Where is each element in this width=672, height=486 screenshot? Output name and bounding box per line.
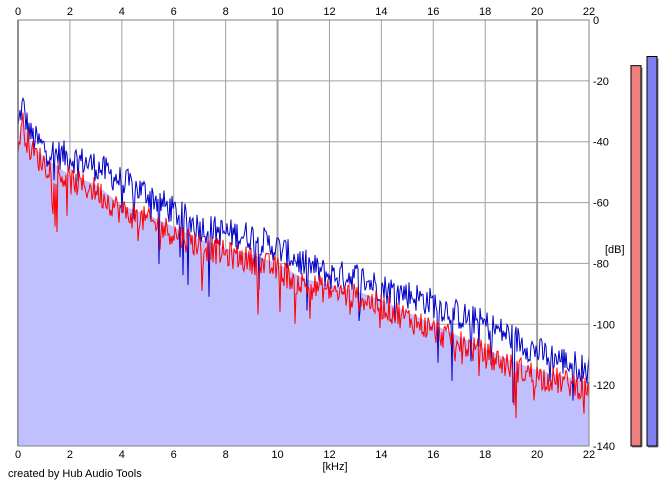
y-tick-label: -120 xyxy=(593,380,615,392)
level-meter-left xyxy=(630,65,642,447)
x-tick-label-bottom: 22 xyxy=(583,449,595,461)
x-tick-label-bottom: 8 xyxy=(223,449,229,461)
spectrum-area xyxy=(18,118,589,447)
x-tick-label: 12 xyxy=(323,6,335,18)
x-tick-label-bottom: 12 xyxy=(323,449,335,461)
x-tick-label: 2 xyxy=(67,6,73,18)
y-tick-label: -20 xyxy=(593,76,609,88)
x-tick-label-bottom: 2 xyxy=(67,449,73,461)
x-tick-label-bottom: 4 xyxy=(119,449,125,461)
x-tick-label: 14 xyxy=(375,6,387,18)
y-tick-label: -80 xyxy=(593,258,609,270)
x-tick-label-bottom: 16 xyxy=(427,449,439,461)
x-tick-label: 20 xyxy=(531,6,543,18)
x-tick-label: 8 xyxy=(223,6,229,18)
x-tick-label-bottom: 6 xyxy=(171,449,177,461)
spectrum-lines xyxy=(17,96,590,419)
x-axis-label: [kHz] xyxy=(322,461,347,473)
level-meters xyxy=(630,56,659,448)
x-tick-label: 0 xyxy=(15,6,21,18)
x-tick-label-bottom: 0 xyxy=(15,449,21,461)
y-tick-label: -40 xyxy=(593,137,609,149)
x-tick-label: 4 xyxy=(119,6,125,18)
x-tick-label: 10 xyxy=(271,6,283,18)
x-tick-label-bottom: 10 xyxy=(271,449,283,461)
series-line-blue xyxy=(17,96,590,403)
y-axis-label: [dB] xyxy=(605,244,625,256)
y-tick-label: -100 xyxy=(593,319,615,331)
y-axis-ticks: 0 -20 -40 -60 -80 -100 -120 -140 xyxy=(593,15,615,453)
plot-frame xyxy=(17,19,590,447)
x-tick-label: 6 xyxy=(171,6,177,18)
x-tick-label: 22 xyxy=(583,6,595,18)
x-tick-label-bottom: 14 xyxy=(375,449,387,461)
y-tick-label: 0 xyxy=(593,15,599,27)
x-tick-label-bottom: 20 xyxy=(531,449,543,461)
level-meter-right xyxy=(646,56,658,447)
credit-text: created by Hub Audio Tools xyxy=(8,468,142,480)
x-tick-label: 16 xyxy=(427,6,439,18)
y-tick-label: -140 xyxy=(593,441,615,453)
spectrum-fill xyxy=(18,118,589,447)
y-tick-label: -60 xyxy=(593,198,609,210)
x-tick-label: 18 xyxy=(479,6,491,18)
x-tick-label-bottom: 18 xyxy=(479,449,491,461)
series-line-red xyxy=(17,112,590,419)
